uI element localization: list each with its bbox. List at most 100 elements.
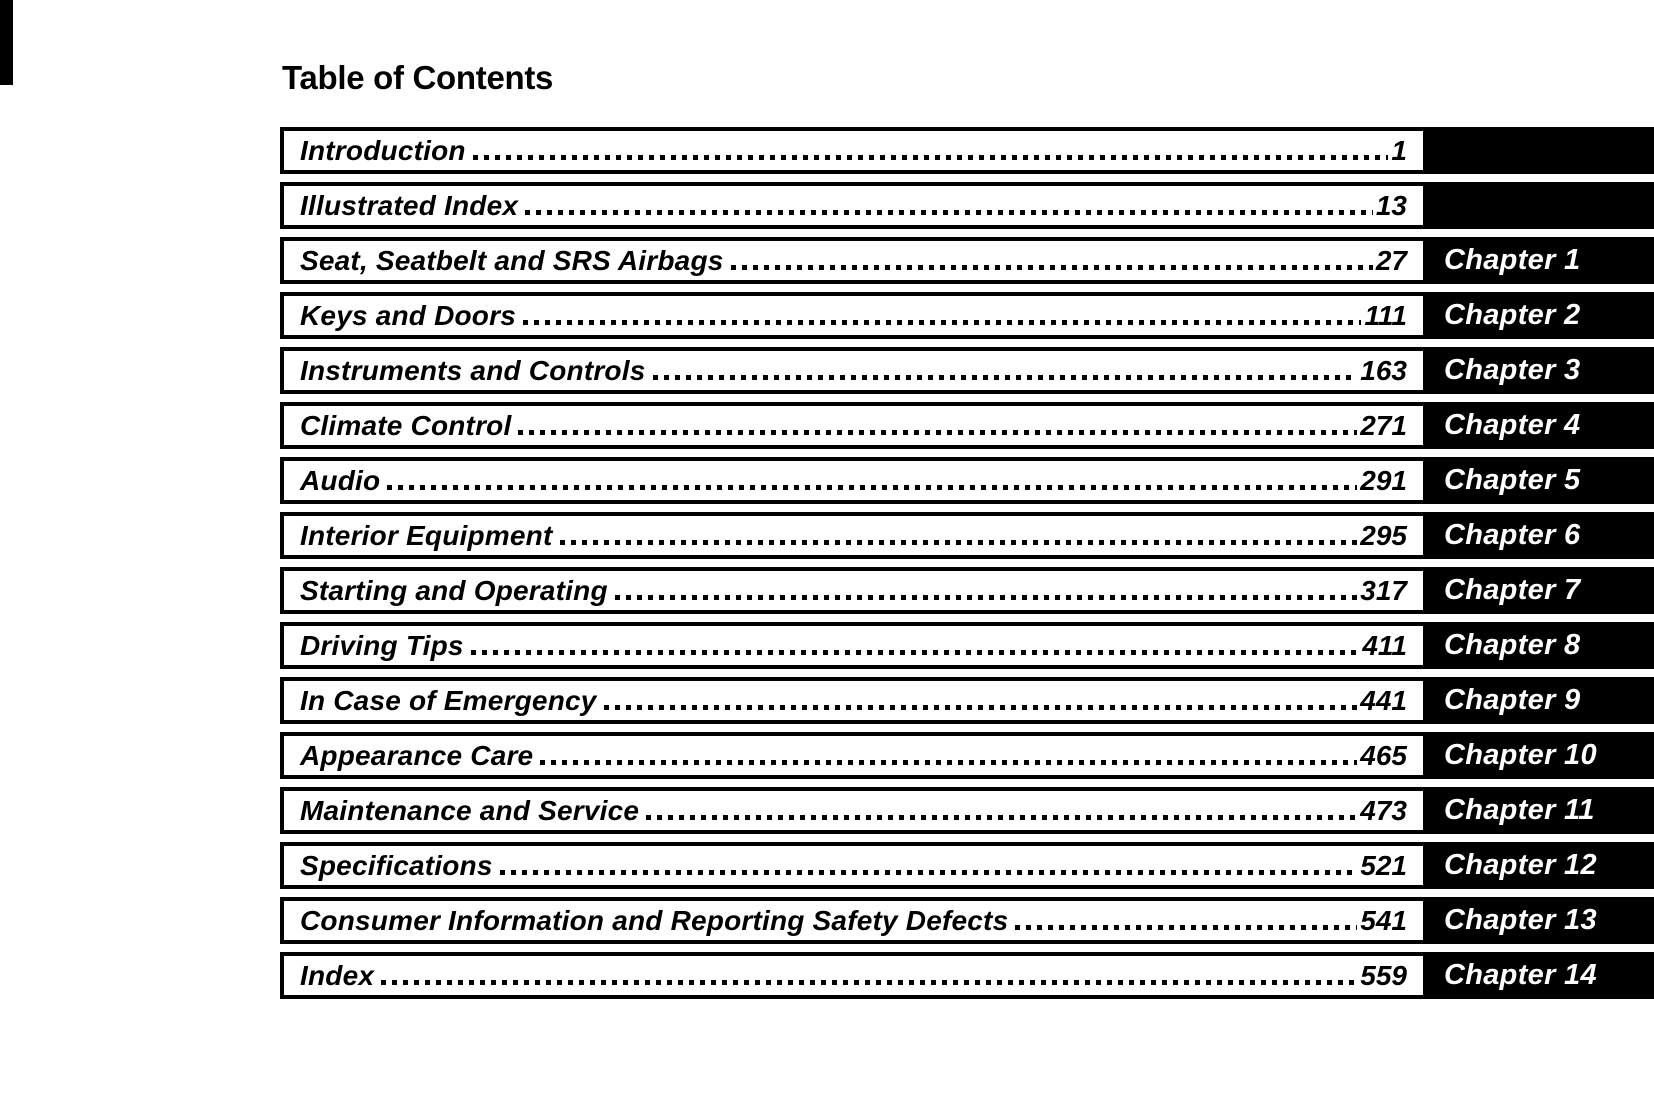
chapter-tab-label: Chapter 7 [1444,574,1581,606]
toc-entry-page-number: 291 [1360,464,1407,496]
toc-row: Keys and Doors 111 Chapter 2 [280,292,1654,339]
dot-leader [730,265,1373,270]
toc-entry-title: Driving Tips [300,629,464,661]
toc-entry-title: Consumer Information and Reporting Safet… [300,904,1009,936]
toc-entry-page-number: 163 [1360,354,1407,386]
chapter-tab: Chapter 11 [1427,787,1654,834]
chapter-tab: Chapter 3 [1427,347,1654,394]
toc-entry-title: Seat, Seatbelt and SRS Airbags [300,244,724,276]
dot-leader [652,375,1358,380]
chapter-tab: Chapter 9 [1427,677,1654,724]
dot-leader [646,815,1358,820]
chapter-tab: Chapter 5 [1427,457,1654,504]
toc-row: Index 559 Chapter 14 [280,952,1654,999]
toc-row: Illustrated Index 13 [280,182,1654,229]
toc-entry: Seat, Seatbelt and SRS Airbags 27 [280,237,1427,284]
chapter-tab-label: Chapter 1 [1444,244,1581,276]
toc-entry: Index 559 [280,952,1427,999]
chapter-tab: Chapter 2 [1427,292,1654,339]
toc-row: Appearance Care 465 Chapter 10 [280,732,1654,779]
toc-entry: Consumer Information and Reporting Safet… [280,897,1427,944]
toc-entry: Specifications 521 [280,842,1427,889]
chapter-tab: Chapter 14 [1427,952,1654,999]
toc-row: Climate Control 271 Chapter 4 [280,402,1654,449]
toc-entry: Appearance Care 465 [280,732,1427,779]
dot-leader [525,210,1373,215]
toc-entry-title: Maintenance and Service [300,794,640,826]
toc-entry-page-number: 411 [1362,629,1407,661]
toc-entry-page-number: 541 [1360,904,1407,936]
toc-entry: Audio 291 [280,457,1427,504]
toc-entry-title: Audio [300,464,381,496]
dot-leader [559,540,1358,545]
chapter-tab-label: Chapter 13 [1444,904,1597,936]
toc-entry: Starting and Operating 317 [280,567,1427,614]
chapter-tab: Chapter 13 [1427,897,1654,944]
toc-entry-title: Instruments and Controls [300,354,646,386]
toc-row: Specifications 521 Chapter 12 [280,842,1654,889]
toc-rows: Introduction 1 Illustrated Index 13 Seat… [280,127,1654,999]
toc-row: Driving Tips 411 Chapter 8 [280,622,1654,669]
toc-entry-title: In Case of Emergency [300,684,597,716]
chapter-tab: Chapter 7 [1427,567,1654,614]
chapter-tab-label: Chapter 9 [1444,684,1581,716]
dot-leader [522,320,1362,325]
toc-row: Maintenance and Service 473 Chapter 11 [280,787,1654,834]
chapter-tab-label: Chapter 6 [1444,519,1581,551]
toc-entry-page-number: 521 [1360,849,1407,881]
dot-leader [470,650,1360,655]
chapter-tab-label: Chapter 14 [1444,959,1597,991]
toc-entry-page-number: 473 [1360,794,1407,826]
dot-leader [381,980,1358,985]
chapter-tab-label: Chapter 3 [1444,354,1581,386]
chapter-tab-label: Chapter 4 [1444,409,1581,441]
dot-leader [387,485,1358,490]
page-title: Table of Contents [282,59,554,96]
toc-row: Seat, Seatbelt and SRS Airbags 27 Chapte… [280,237,1654,284]
chapter-tab: Chapter 12 [1427,842,1654,889]
toc-entry-page-number: 111 [1364,299,1407,331]
chapter-tab: Chapter 6 [1427,512,1654,559]
toc-entry-title: Appearance Care [300,739,534,771]
dot-leader [518,430,1358,435]
toc-entry: In Case of Emergency 441 [280,677,1427,724]
page-edge-mark [0,0,13,85]
toc-entry-page-number: 13 [1375,189,1407,221]
toc-row: Starting and Operating 317 Chapter 7 [280,567,1654,614]
toc-row: Audio 291 Chapter 5 [280,457,1654,504]
chapter-tab: Chapter 4 [1427,402,1654,449]
dot-leader [540,760,1358,765]
toc-entry-page-number: 295 [1360,519,1407,551]
toc-entry-title: Climate Control [300,409,512,441]
toc-entry-title: Starting and Operating [300,574,608,606]
toc-entry: Keys and Doors 111 [280,292,1427,339]
toc-row: Interior Equipment 295 Chapter 6 [280,512,1654,559]
toc-entry-title: Specifications [300,849,493,881]
chapter-tab-label: Chapter 12 [1444,849,1597,881]
chapter-tab-label: Chapter 11 [1444,794,1595,826]
chapter-tab: Chapter 1 [1427,237,1654,284]
toc-entry-page-number: 465 [1360,739,1407,771]
dot-leader [603,705,1358,710]
toc-entry: Climate Control 271 [280,402,1427,449]
toc-entry: Maintenance and Service 473 [280,787,1427,834]
chapter-tab-label: Chapter 5 [1444,464,1581,496]
toc-entry-page-number: 1 [1391,134,1407,166]
toc-entry-page-number: 27 [1375,244,1407,276]
toc-entry: Interior Equipment 295 [280,512,1427,559]
toc-row: Consumer Information and Reporting Safet… [280,897,1654,944]
toc-entry-page-number: 317 [1360,574,1407,606]
toc-row: Introduction 1 [280,127,1654,174]
toc-entry-title: Illustrated Index [300,189,519,221]
chapter-tab: Chapter 10 [1427,732,1654,779]
dot-leader [472,155,1389,160]
toc-entry-title: Index [300,959,375,991]
toc-entry: Driving Tips 411 [280,622,1427,669]
toc-entry-title: Interior Equipment [300,519,553,551]
toc-entry-title: Keys and Doors [300,299,516,331]
toc-entry: Instruments and Controls 163 [280,347,1427,394]
chapter-tab-label: Chapter 10 [1444,739,1597,771]
toc-entry-title: Introduction [300,134,466,166]
toc-entry-page-number: 559 [1360,959,1407,991]
dot-leader [614,595,1358,600]
